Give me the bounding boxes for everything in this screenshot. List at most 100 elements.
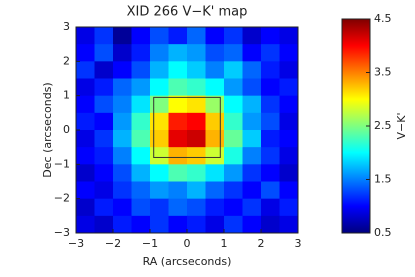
heat-cell <box>224 61 243 79</box>
colorbar-tick-label: 1.5 <box>374 173 392 186</box>
heat-cell <box>113 44 132 62</box>
heat-cell <box>113 27 132 45</box>
heat-cell <box>224 78 243 97</box>
heat-cell <box>113 95 132 114</box>
heat-cell <box>168 112 188 131</box>
heat-cell <box>279 130 299 148</box>
heat-cell <box>94 130 114 148</box>
heat-cell <box>242 61 262 79</box>
heat-cell <box>131 61 151 79</box>
heat-cell <box>224 130 243 148</box>
heat-cell <box>205 147 225 165</box>
heat-cell <box>150 181 169 200</box>
y-axis-label: Dec (arcseconds) <box>41 82 54 177</box>
heat-cell <box>205 44 225 62</box>
heat-cell <box>76 181 95 200</box>
heat-cell <box>113 78 132 97</box>
heat-cell <box>76 164 95 182</box>
heat-cell <box>113 147 132 165</box>
heat-cell <box>242 198 262 217</box>
heat-cell <box>168 78 188 97</box>
x-tick-label: −3 <box>68 237 84 250</box>
heat-cell <box>242 181 262 200</box>
heat-cell <box>279 44 299 62</box>
heat-cell <box>205 130 225 148</box>
x-tick-label: 1 <box>221 237 228 250</box>
heat-cell <box>150 61 169 79</box>
heat-cell <box>224 181 243 200</box>
heat-cell <box>168 27 188 45</box>
heat-cell <box>187 147 206 165</box>
heat-cell <box>168 95 188 114</box>
region-box <box>153 96 221 158</box>
x-axis-label: RA (arcseconds) <box>143 255 232 268</box>
heat-cell <box>242 130 262 148</box>
colorbar-tick-label: 3.5 <box>374 66 392 79</box>
heat-cell <box>94 112 114 131</box>
heat-cell <box>94 61 114 79</box>
heat-cell <box>131 215 151 234</box>
heat-cell <box>150 95 169 114</box>
heat-cell <box>187 112 206 131</box>
y-tick-label: 2 <box>63 54 70 67</box>
heat-cell <box>187 181 206 200</box>
heat-cell <box>113 112 132 131</box>
heat-cell <box>205 164 225 182</box>
heat-cell <box>261 61 280 79</box>
colorbar-label: V−K' <box>395 113 408 140</box>
x-tick-label: 2 <box>258 237 265 250</box>
heat-cell <box>131 112 151 131</box>
heat-cell <box>94 181 114 200</box>
heat-cell <box>224 95 243 114</box>
x-tick-label: 0 <box>184 237 191 250</box>
heat-cell <box>187 61 206 79</box>
heat-cell <box>113 61 132 79</box>
y-tick-label: −3 <box>54 226 70 239</box>
heat-cell <box>261 198 280 217</box>
heat-cell <box>224 147 243 165</box>
heat-cell <box>168 130 188 148</box>
x-tick-label: −1 <box>142 237 158 250</box>
heat-cell <box>205 95 225 114</box>
heat-cell <box>242 147 262 165</box>
y-tick-label: −2 <box>54 192 70 205</box>
heat-cell <box>94 27 114 45</box>
heat-cell <box>94 198 114 217</box>
heat-cell <box>150 130 169 148</box>
heat-cell <box>131 27 151 45</box>
heat-cell <box>205 215 225 234</box>
heat-cell <box>150 147 169 165</box>
heat-cell <box>279 78 299 97</box>
heat-cell <box>279 61 299 79</box>
heat-cell <box>131 130 151 148</box>
heat-cell <box>76 198 95 217</box>
heat-cell <box>168 198 188 217</box>
heat-cell <box>279 27 299 45</box>
x-tick-label: −2 <box>105 237 121 250</box>
colorbar-tick-label: 0.5 <box>374 226 392 239</box>
heat-cell <box>168 61 188 79</box>
heat-cell <box>279 215 299 234</box>
heat-cell <box>113 130 132 148</box>
heat-cell <box>242 27 262 45</box>
heat-cell <box>168 215 188 234</box>
heat-cell <box>168 164 188 182</box>
heat-cell <box>94 78 114 97</box>
heat-cell <box>150 164 169 182</box>
heat-cell <box>187 95 206 114</box>
heat-cell <box>261 27 280 45</box>
heat-cell <box>76 78 95 97</box>
heat-cell <box>187 78 206 97</box>
heat-cell <box>76 95 95 114</box>
heat-cell <box>261 78 280 97</box>
heat-cell <box>113 198 132 217</box>
heat-cell <box>261 95 280 114</box>
y-tick-label: 3 <box>63 20 70 33</box>
heat-cell <box>261 147 280 165</box>
heat-cell <box>94 215 114 234</box>
heat-cell <box>94 44 114 62</box>
colorbar-tick-label: 4.5 <box>374 12 392 25</box>
colorbar-tick-label: 2.5 <box>374 119 392 132</box>
heat-cell <box>131 181 151 200</box>
